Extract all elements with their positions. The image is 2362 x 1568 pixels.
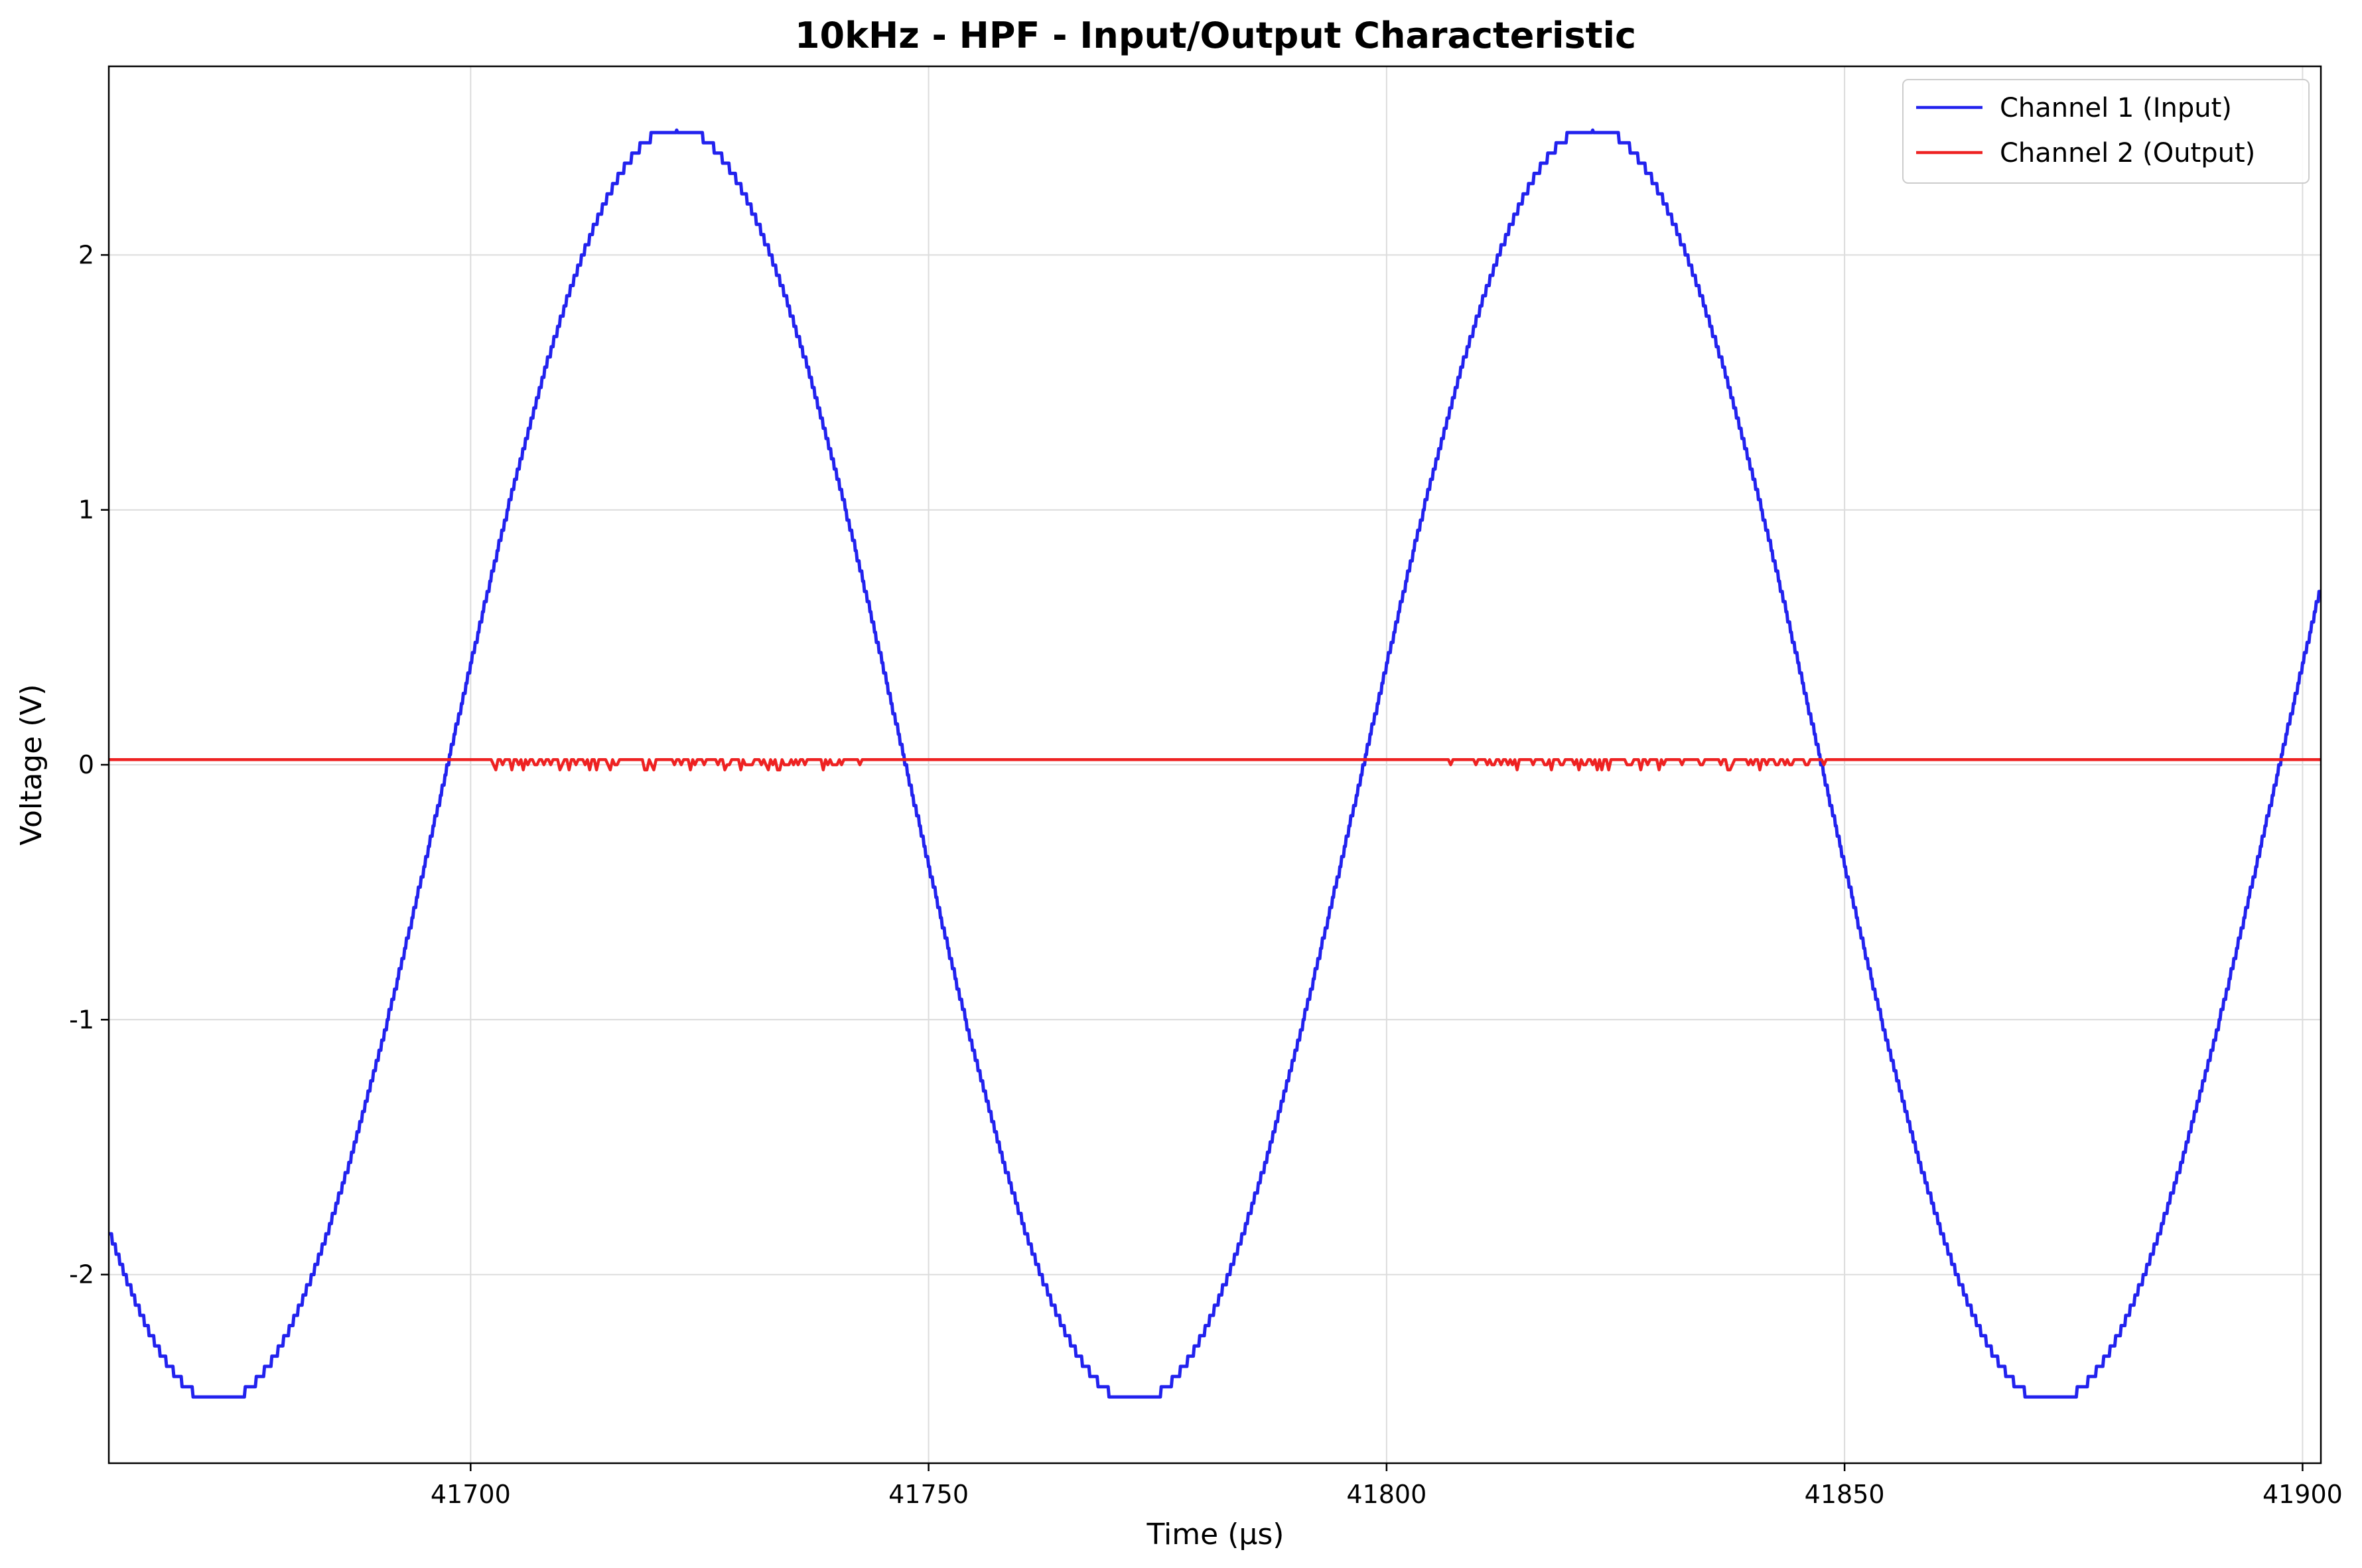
y-tick-label: -1 xyxy=(69,1005,94,1034)
x-tick-label: 41750 xyxy=(888,1480,969,1509)
y-tick-label: 0 xyxy=(78,750,94,779)
x-tick-label: 41700 xyxy=(431,1480,511,1509)
x-tick-label: 41900 xyxy=(2262,1480,2343,1509)
y-tick-label: -2 xyxy=(69,1260,94,1289)
gridlines xyxy=(109,66,2321,1463)
series-line-output xyxy=(109,758,2321,771)
x-tick-label: 41850 xyxy=(1805,1480,1885,1509)
x-axis: 41700 41750 41800 41850 41900 xyxy=(431,1463,2343,1509)
legend-label-output: Channel 2 (Output) xyxy=(2000,138,2255,168)
y-tick-label: 2 xyxy=(78,240,94,269)
y-axis: -2 -1 0 1 2 xyxy=(69,240,109,1289)
x-axis-label: Time (µs) xyxy=(1146,1518,1285,1551)
series-lines xyxy=(109,128,2321,1399)
series-line-input xyxy=(109,128,2321,1399)
chart-title: 10kHz - HPF - Input/Output Characteristi… xyxy=(795,15,1636,56)
y-tick-label: 1 xyxy=(78,495,94,525)
legend: Channel 1 (Input) Channel 2 (Output) xyxy=(1902,79,2310,184)
legend-box xyxy=(1902,79,2310,184)
legend-label-input: Channel 1 (Input) xyxy=(2000,93,2232,123)
y-axis-label: Voltage (V) xyxy=(15,684,48,845)
x-tick-label: 41800 xyxy=(1346,1480,1426,1509)
